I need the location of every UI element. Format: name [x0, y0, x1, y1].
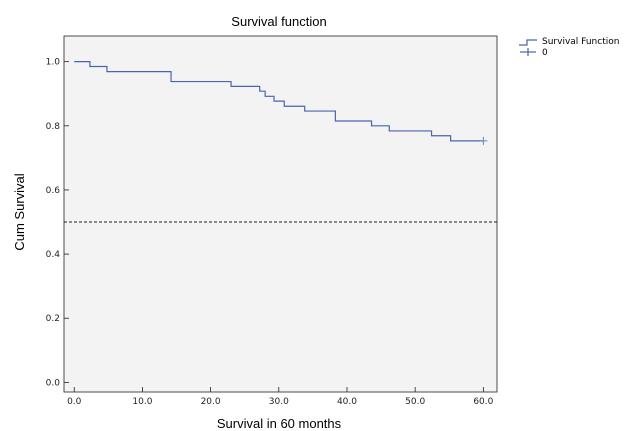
series-line-survival-function	[74, 61, 484, 142]
x-tick-label-1: 10.0	[132, 397, 152, 407]
x-tick-label-0: 0.0	[67, 397, 82, 407]
x-tick-label-4: 40.0	[337, 397, 357, 407]
y-tick-label-3: 0.6	[46, 186, 61, 196]
y-tick-label-5: 1.0	[46, 58, 61, 68]
legend-label-censored: 0	[542, 48, 548, 58]
plot-area	[63, 35, 498, 393]
chart-title: Survival function	[231, 14, 326, 29]
y-tick-label-0: 0.0	[46, 378, 61, 388]
series-layer	[74, 61, 488, 145]
legend: Survival Function 0	[519, 37, 619, 58]
x-tick-label-6: 60.0	[473, 397, 493, 407]
y-tick-label-2: 0.4	[46, 250, 61, 260]
legend-swatch-survival-function	[519, 39, 537, 46]
y-tick-label-4: 0.8	[46, 122, 61, 132]
y-axis-label: Cum Survival	[12, 173, 27, 250]
legend-label-survival-function: Survival Function	[542, 37, 619, 47]
x-tick-label-2: 20.0	[201, 397, 221, 407]
y-tick-label-1: 0.2	[46, 314, 60, 324]
x-axis-label: Survival in 60 months	[217, 416, 342, 431]
x-axis: 0.0 10.0 20.0 30.0 40.0 50.0 60.0	[67, 387, 494, 407]
x-tick-label-3: 30.0	[269, 397, 289, 407]
x-tick-label-5: 50.0	[405, 397, 425, 407]
y-axis: 0.0 0.2 0.4 0.6 0.8 1.0	[46, 58, 69, 388]
